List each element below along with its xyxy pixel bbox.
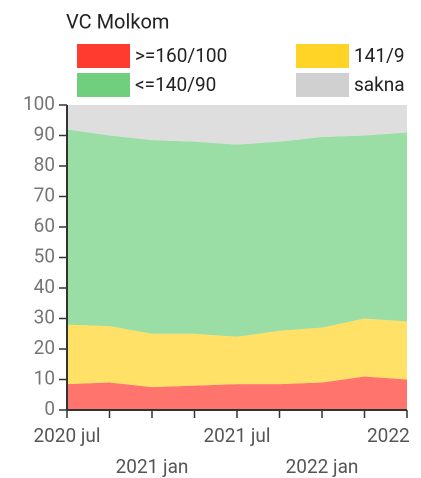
legend-swatch: [296, 73, 349, 97]
legend-label: <=140/90: [135, 73, 216, 96]
area: [67, 105, 407, 145]
chart-title: VC Molkom: [66, 9, 169, 33]
legend-label: 141/9: [354, 44, 405, 67]
legend-swatch: [77, 73, 130, 97]
y-tick-label: 50: [34, 245, 55, 268]
x-tick-label: 2020 jul: [33, 424, 100, 447]
y-tick-label: 0: [44, 397, 55, 420]
x-tick-label: 2021 jul: [203, 424, 270, 447]
x-tick-label: 2021 jan: [116, 455, 189, 478]
x-tick-label: 2022 jan: [286, 455, 359, 478]
area: [67, 129, 407, 337]
y-tick-label: 30: [34, 306, 55, 329]
area: [67, 376, 407, 410]
area: [67, 318, 407, 388]
y-tick-label: 70: [34, 184, 55, 207]
y-tick-label: 20: [34, 336, 55, 359]
legend-swatch: [77, 44, 130, 68]
y-tick-label: 80: [34, 153, 55, 176]
legend-label: sakna: [354, 73, 405, 96]
y-tick-label: 90: [34, 123, 55, 146]
legend-label: >=160/100: [135, 44, 227, 67]
x-tick-label: 2022: [367, 424, 410, 447]
y-tick-label: 60: [34, 214, 55, 237]
y-tick-label: 40: [34, 275, 55, 298]
y-tick-label: 100: [23, 92, 55, 115]
y-tick-label: 10: [34, 367, 55, 390]
legend-swatch: [296, 44, 349, 68]
